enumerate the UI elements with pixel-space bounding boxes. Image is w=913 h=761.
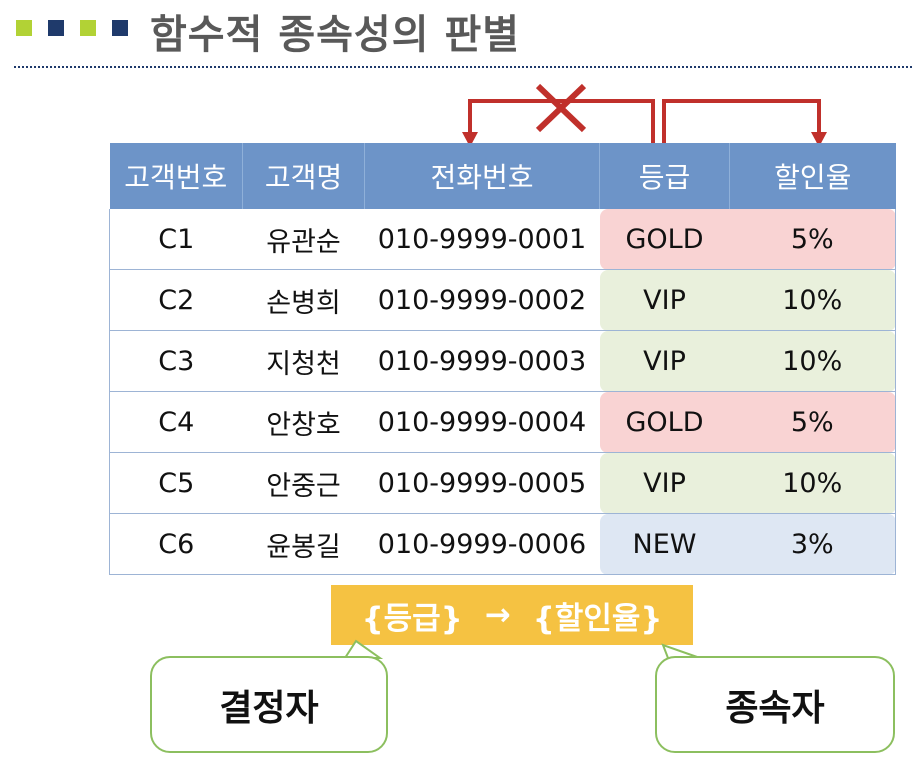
arrow-grade-to-discount [662,99,821,143]
customer-id-cell: C3 [109,330,243,392]
grade-cell: NEW [599,513,730,575]
customer-id-cell: C5 [109,452,243,514]
table-row: C2 손병희 010-9999-0002 VIP 10% [109,269,896,331]
customer-name-cell: 유관순 [242,209,365,270]
customer-id-cell: C6 [109,513,243,575]
cross-mark-icon [535,83,587,133]
dependent-callout: 종속자 [655,656,895,753]
table-row: C6 윤봉길 010-9999-0006 NEW 3% [109,513,896,575]
customer-name-cell: 윤봉길 [242,513,365,575]
customer-id-cell: C2 [109,269,243,331]
phone-cell: 010-9999-0004 [364,391,600,453]
grade-cell: GOLD [599,391,730,453]
discount-cell: 3% [729,513,896,575]
phone-cell: 010-9999-0002 [364,269,600,331]
phone-cell: 010-9999-0005 [364,452,600,514]
discount-cell: 10% [729,269,896,331]
functional-dependency-box: {등급} → {할인율} [331,585,693,645]
grade-cell: VIP [599,269,730,331]
grade-cell: VIP [599,330,730,392]
customer-name-cell: 손병희 [242,269,365,331]
arrow-grade-to-phone [468,99,655,143]
phone-cell: 010-9999-0006 [364,513,600,575]
right-arrow-icon: → [484,597,511,633]
column-header: 할인율 [729,143,896,209]
table-row: C5 안중근 010-9999-0005 VIP 10% [109,452,896,514]
table-row: C3 지청천 010-9999-0003 VIP 10% [109,330,896,392]
dependent-attribute: {할인율} [532,600,663,637]
determinant-callout: 결정자 [150,656,388,753]
customer-name-cell: 안창호 [242,391,365,453]
column-header: 고객번호 [109,143,243,209]
grade-cell: GOLD [599,209,730,270]
page-title: 함수적 종속성의 판별 [150,12,521,58]
table-header-row: 고객번호 고객명 전화번호 등급 할인율 [109,143,896,209]
phone-cell: 010-9999-0001 [364,209,600,270]
cross-mark-icon [535,83,587,133]
table-row: C4 안창호 010-9999-0004 GOLD 5% [109,391,896,453]
customer-id-cell: C1 [109,209,243,270]
column-header: 전화번호 [364,143,600,209]
customer-name-cell: 지청천 [242,330,365,392]
bullet-square [112,20,128,36]
discount-cell: 5% [729,209,896,270]
bullet-square [80,20,96,36]
bullet-square [16,20,32,36]
phone-cell: 010-9999-0003 [364,330,600,392]
determinant-attribute: {등급} [361,600,463,637]
discount-cell: 10% [729,330,896,392]
discount-cell: 5% [729,391,896,453]
customer-name-cell: 안중근 [242,452,365,514]
title-divider [14,66,912,68]
grade-cell: VIP [599,452,730,514]
discount-cell: 10% [729,452,896,514]
table-row: C1 유관순 010-9999-0001 GOLD 5% [109,209,896,270]
column-header: 고객명 [242,143,365,209]
column-header: 등급 [599,143,730,209]
customer-id-cell: C4 [109,391,243,453]
bullet-square [48,20,64,36]
customer-table: 고객번호 고객명 전화번호 등급 할인율 C1 유관순 010-9999-000… [109,143,896,575]
